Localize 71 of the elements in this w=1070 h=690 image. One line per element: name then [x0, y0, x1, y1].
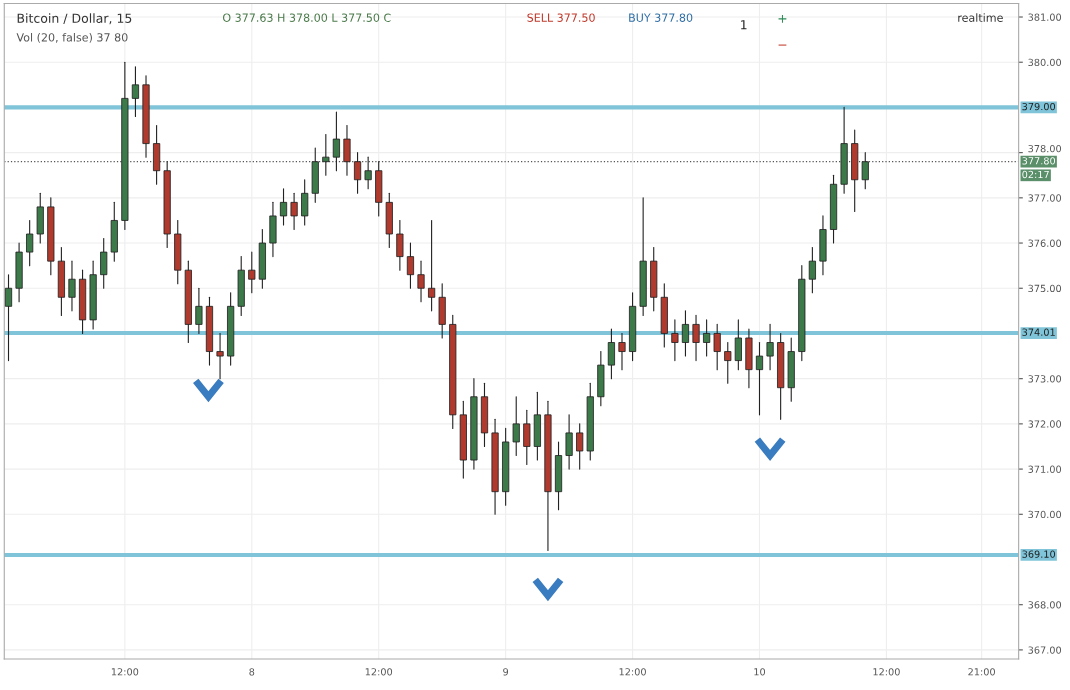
candlestick — [692, 314, 700, 362]
ref-line-label: 369.10 — [1022, 550, 1056, 558]
candlestick — [353, 152, 362, 194]
candlestick — [713, 323, 721, 371]
candlestick — [766, 323, 774, 371]
candlestick — [417, 260, 425, 303]
candlestick — [290, 192, 298, 231]
text: Bitcoin / Dollar, 15 — [17, 13, 132, 25]
ref-line-label: 374.01 — [1022, 328, 1055, 336]
y-tick-label: 375.00 — [1028, 284, 1062, 293]
y-tick-label: 376.00 — [1028, 239, 1062, 247]
x-tick-label: 12:00 — [365, 668, 393, 676]
x-tick-label: 10 — [754, 668, 766, 676]
candlestick — [343, 124, 351, 176]
candlestick — [248, 251, 256, 294]
annotation: O 377.63 H 378.00 L 377.50 C — [222, 13, 391, 22]
y-tick-label: 381.00 — [1028, 13, 1062, 21]
candlestick — [512, 396, 520, 457]
annotation: Vol (20, false) 37 80 — [16, 32, 128, 43]
x-tick-label: 9 — [503, 668, 509, 676]
candlestick — [68, 260, 76, 312]
annotation: 1 — [741, 20, 747, 30]
y-tick-label: 377.00 — [1028, 194, 1062, 202]
annotation: realtime — [958, 13, 1003, 22]
candlestick — [576, 423, 584, 470]
x-tick-label: 12:00 — [619, 668, 646, 676]
x-tick-label: 21:00 — [968, 668, 995, 676]
candlestick — [724, 341, 732, 384]
candlestick — [364, 156, 372, 190]
y-tick-label: 378.00 — [1028, 144, 1062, 153]
x-tick-label: 12:00 — [111, 668, 139, 676]
candlestick — [808, 247, 816, 294]
candlestick — [703, 319, 711, 357]
candlestick — [607, 328, 616, 380]
candlestick — [618, 332, 626, 371]
candlestick — [671, 319, 679, 362]
candlestick — [861, 152, 869, 190]
candlestick — [755, 341, 764, 416]
candlestick — [279, 188, 288, 226]
y-tick-label: 370.00 — [1028, 510, 1062, 519]
candlestick — [332, 111, 340, 172]
y-tick-label: 373.00 — [1028, 375, 1062, 383]
annotation: − — [778, 44, 787, 46]
text: 02:17 — [1022, 170, 1049, 179]
y-tick-label: 372.00 — [1028, 420, 1062, 428]
candlestick — [131, 66, 140, 118]
annotation: + — [778, 14, 787, 23]
candlestick — [301, 179, 309, 226]
candlestick — [396, 219, 404, 271]
candlestick — [428, 219, 436, 312]
annotation: SELL 377.50 — [527, 13, 595, 22]
candlestick — [26, 219, 34, 267]
candlestick — [100, 237, 108, 289]
ref-line-label: 377.80 — [1022, 157, 1056, 165]
candlestick — [734, 319, 742, 371]
x-tick-label: 12:00 — [873, 668, 900, 676]
y-tick-label: 371.00 — [1028, 465, 1062, 473]
y-tick-label: 368.00 — [1028, 601, 1062, 609]
x-tick-label: 8 — [249, 668, 255, 676]
candlestick — [565, 414, 573, 470]
candlestick — [681, 310, 690, 357]
y-tick-label: 367.00 — [1028, 646, 1062, 654]
candlestick — [322, 133, 330, 176]
candlestick — [406, 242, 415, 289]
candlestick — [216, 332, 224, 380]
candlestick — [523, 409, 531, 466]
candlestick — [4, 274, 13, 362]
candlestick — [195, 287, 203, 335]
ref-line-label: 379.00 — [1022, 102, 1056, 111]
y-tick-label: 380.00 — [1028, 58, 1062, 67]
annotation: BUY 377.80 — [629, 13, 693, 22]
